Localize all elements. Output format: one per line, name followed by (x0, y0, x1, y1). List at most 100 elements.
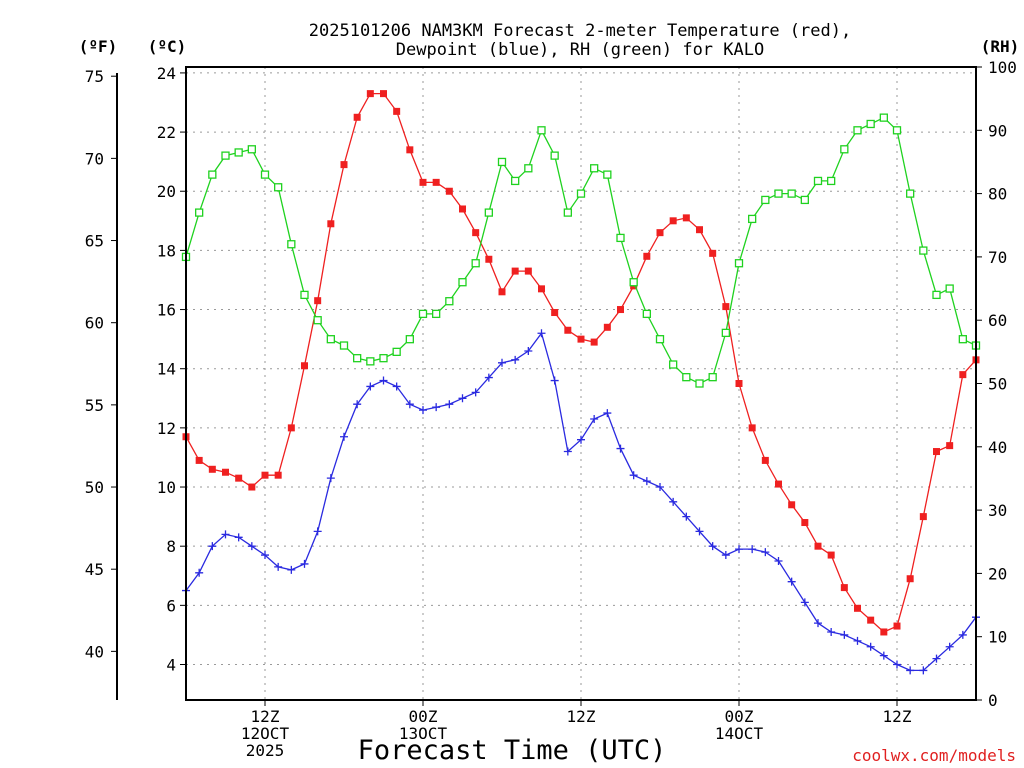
dewpoint-point (221, 530, 230, 539)
rh-point (853, 126, 862, 135)
rh-point (484, 208, 493, 217)
2-meter-temperature-point (801, 519, 809, 527)
dewpoint-point (563, 447, 572, 456)
rh-point (787, 189, 796, 198)
source-credit[interactable]: coolwx.com/models (852, 746, 1016, 765)
2-meter-temperature-point (485, 255, 493, 263)
celsius-tick-label: 10 (157, 478, 176, 497)
rh-axis: 0 10 20 30 40 50 60 70 80 90 100 (976, 58, 1017, 710)
2-meter-temperature-point (748, 424, 756, 432)
rh-point (458, 278, 467, 287)
fahrenheit-tick-label: 50 (85, 478, 104, 497)
2-meter-temperature-point (959, 371, 967, 379)
celsius-tick-label: 16 (157, 301, 176, 320)
dewpoint-point (471, 388, 480, 397)
rh-point (721, 328, 730, 338)
rh-point (497, 157, 507, 167)
dewpoint-point (866, 642, 875, 651)
2-meter-temperature-point (827, 551, 835, 559)
rh-point (339, 341, 349, 350)
2-meter-temperature-point (274, 471, 282, 479)
celsius-unit-label: (ºC) (148, 37, 187, 56)
2-meter-temperature-point (854, 604, 861, 612)
rh-point (511, 176, 520, 186)
celsius-tick-label: 12 (157, 419, 176, 438)
2-meter-temperature-point (946, 442, 954, 450)
rh-point (932, 290, 941, 300)
dewpoint-point (669, 497, 678, 506)
rh-point (629, 278, 638, 287)
rh-point (563, 208, 572, 217)
2-meter-temperature-point (472, 229, 480, 237)
dewpoint-point (484, 373, 493, 382)
dewpoint-point (656, 483, 664, 492)
rh-point (313, 316, 322, 325)
fahrenheit-tick-label: 70 (85, 149, 104, 168)
rh-point (392, 347, 401, 357)
dewpoint-series (182, 329, 980, 675)
rh-point (471, 259, 480, 268)
rh-point (221, 151, 230, 160)
dewpoint-point (932, 654, 941, 663)
rh-tick-label: 0 (988, 691, 998, 710)
dewpoint-point (708, 542, 717, 551)
dewpoint-point (524, 346, 533, 355)
2-meter-temperature-point (669, 217, 677, 225)
dewpoint-point (603, 409, 612, 418)
rh-series (181, 113, 981, 388)
dewpoint-point (405, 400, 414, 409)
2-meter-temperature-point (603, 323, 611, 331)
2-meter-temperature-point (445, 187, 453, 195)
rh-point (708, 373, 717, 382)
dewpoint-point (550, 376, 559, 385)
rh-point (774, 189, 783, 198)
celsius-tick-label: 18 (157, 241, 176, 260)
dewpoint-point (379, 376, 388, 385)
time-tick-label: 2025 (246, 741, 285, 760)
rh-point (432, 309, 441, 319)
celsius-tick-label: 22 (157, 123, 176, 142)
rh-tick-label: 60 (988, 311, 1007, 330)
rh-tick-label: 70 (988, 248, 1007, 267)
rh-point (840, 145, 849, 154)
2-meter-temperature-point (919, 513, 927, 521)
rh-point (813, 176, 823, 186)
2-meter-temperature-point (524, 267, 532, 275)
2-meter-temperature-point (880, 628, 888, 636)
2-meter-temperature-point (656, 229, 664, 237)
dewpoint-point (629, 471, 638, 480)
2-meter-temperature-point (432, 178, 440, 186)
dewpoint-point (234, 533, 243, 542)
2-meter-temperature-point (722, 303, 730, 311)
fahrenheit-unit-label: (ºF) (79, 37, 118, 56)
dewpoint-point (340, 432, 348, 441)
rh-point (300, 290, 309, 300)
rh-point (195, 208, 204, 217)
dewpoint-point (274, 562, 283, 571)
2-meter-temperature-point (577, 335, 585, 343)
celsius-axis: 4 6 8 10 12 14 16 18 20 22 24 (157, 64, 186, 675)
2-meter-temperature-point (366, 90, 374, 98)
dewpoint-point (721, 551, 730, 560)
plot-frame (185, 66, 977, 701)
rh-point (445, 297, 454, 306)
rh-point (734, 259, 744, 268)
dewpoint-point (642, 477, 651, 486)
rh-point (748, 214, 757, 224)
rh-point (590, 164, 599, 173)
fahrenheit-tick-label: 60 (85, 314, 104, 333)
dewpoint-point (787, 577, 796, 586)
dewpoint-point (195, 568, 204, 577)
celsius-tick-label: 8 (166, 537, 176, 556)
2-meter-temperature-point (564, 326, 572, 334)
celsius-tick-label: 14 (157, 360, 176, 379)
time-tick-label: 13OCT (399, 724, 448, 743)
dewpoint-point (419, 406, 427, 415)
dewpoint-point (445, 400, 454, 409)
dewpoint-point (879, 651, 888, 660)
dewpoint-point (458, 394, 467, 403)
fahrenheit-tick-label: 65 (85, 232, 104, 251)
2-meter-temperature-point (314, 297, 322, 305)
2-meter-temperature-point (696, 226, 703, 234)
